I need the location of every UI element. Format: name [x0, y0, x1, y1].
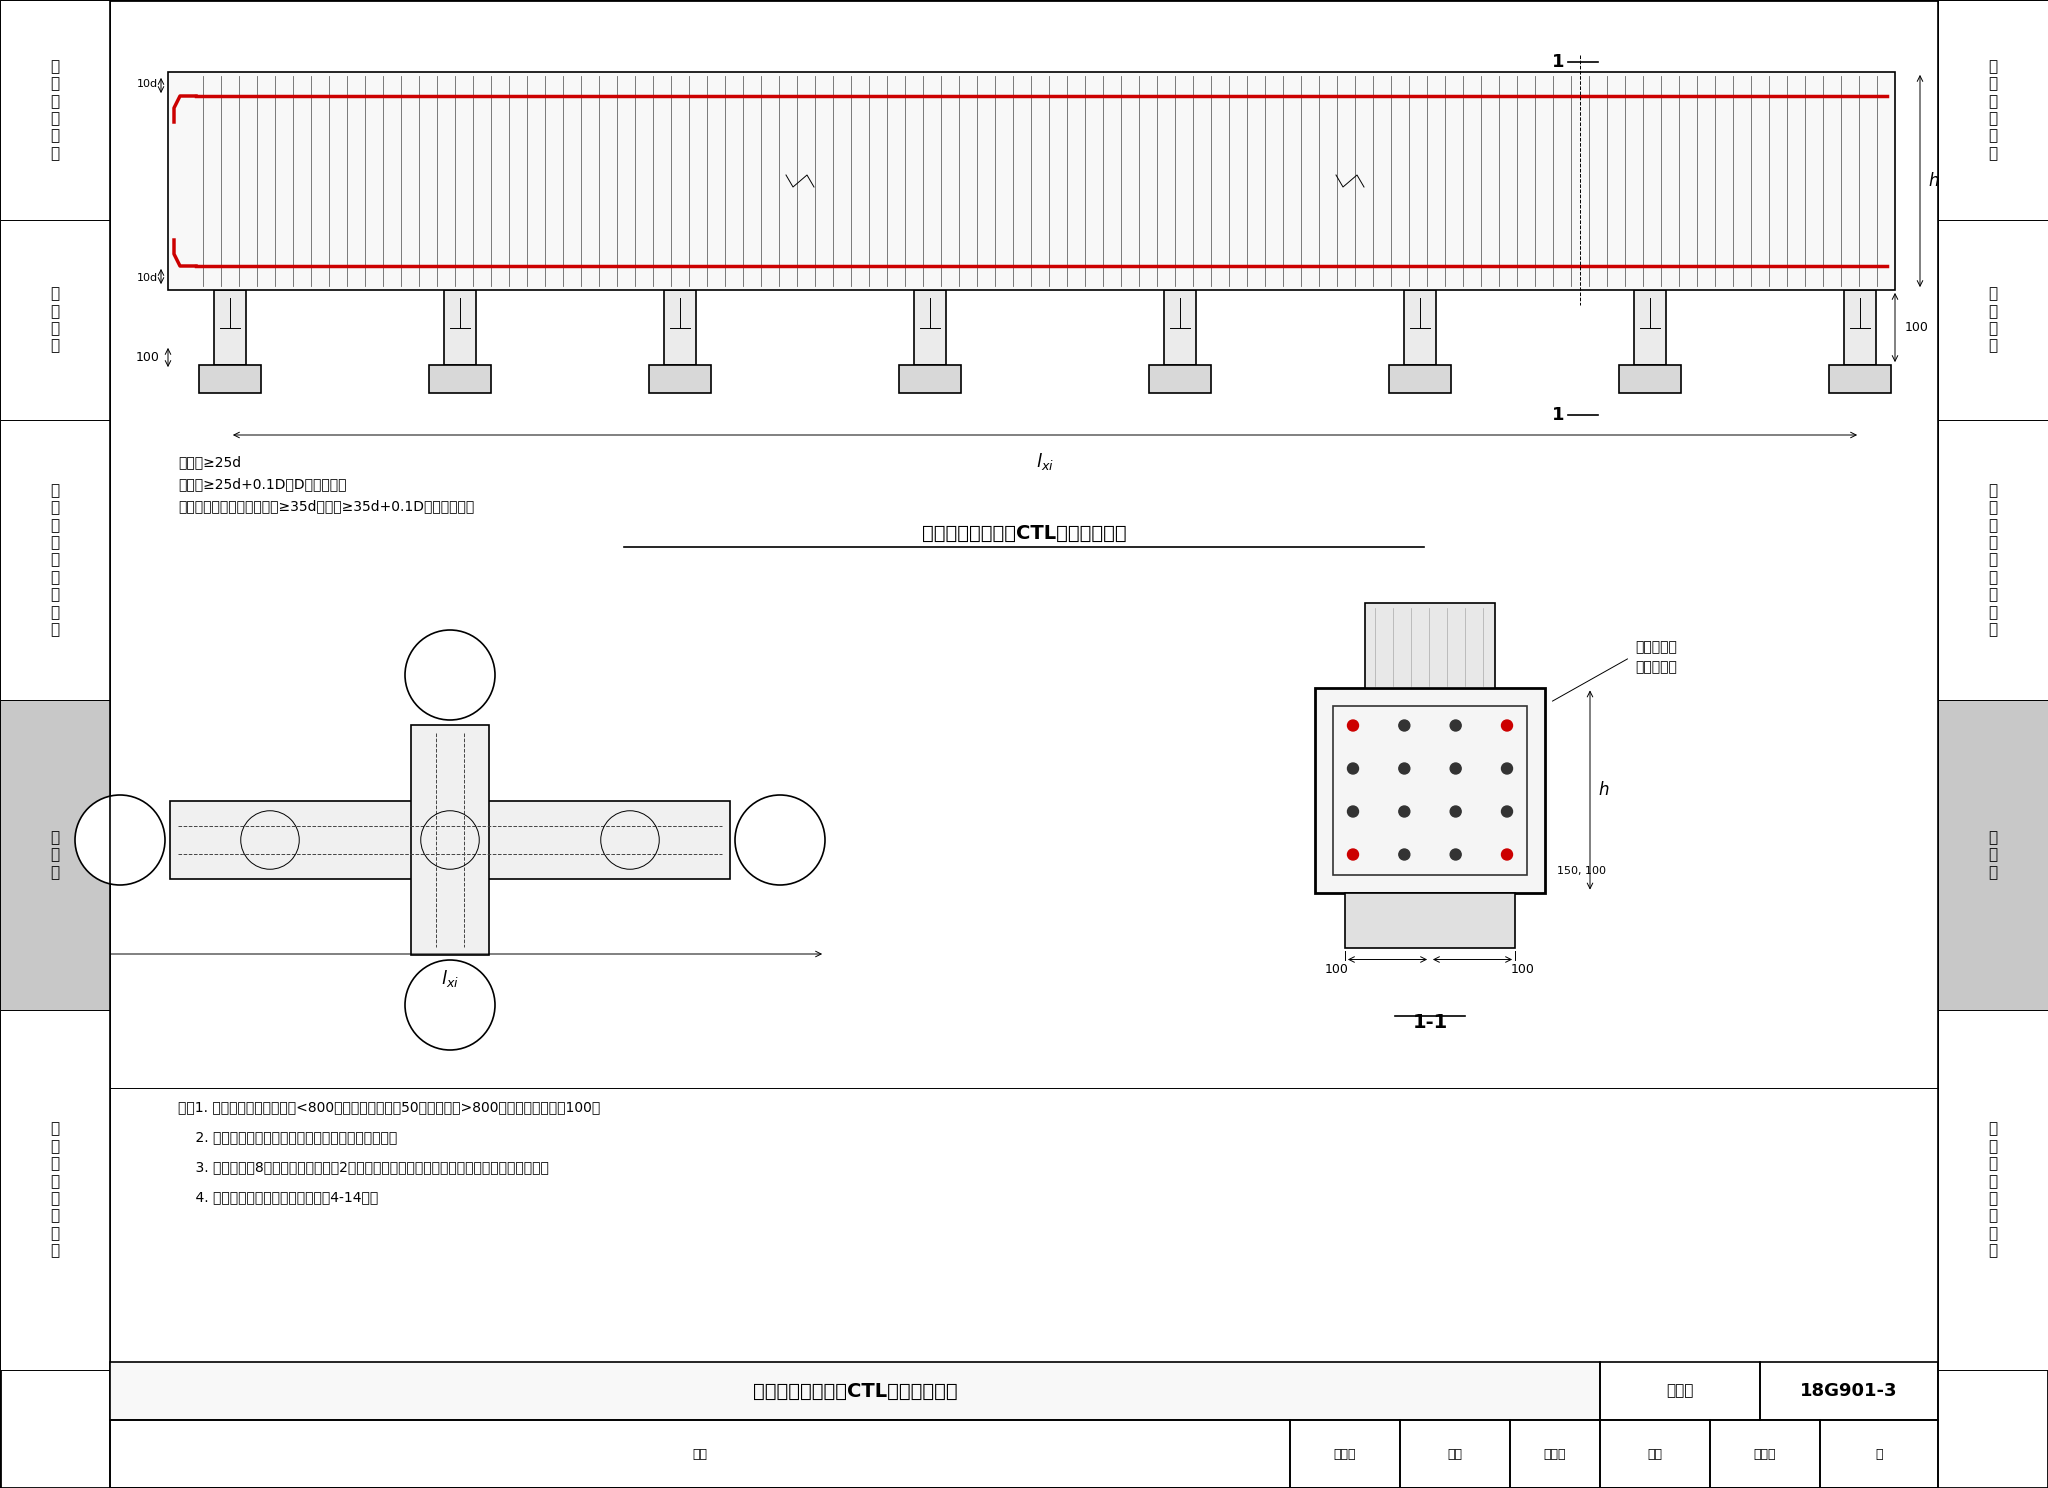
Polygon shape	[1634, 290, 1665, 365]
Circle shape	[735, 795, 825, 885]
Text: 桩
基
础: 桩 基 础	[1989, 830, 1997, 879]
Polygon shape	[412, 725, 489, 955]
Polygon shape	[649, 365, 711, 393]
Polygon shape	[899, 365, 961, 393]
Text: 审核: 审核	[692, 1448, 707, 1461]
Text: 3. 拉筋直径为8，间距为箍筋间距的2倍。当设有多排拉筋时，上下两排拉筋竖向错开设置。: 3. 拉筋直径为8，间距为箍筋间距的2倍。当设有多排拉筋时，上下两排拉筋竖向错开…	[178, 1161, 549, 1174]
Text: 10d: 10d	[137, 272, 158, 283]
Circle shape	[1501, 763, 1513, 774]
Text: 方桩：≥25d: 方桩：≥25d	[178, 455, 242, 469]
Polygon shape	[111, 1362, 1599, 1420]
Text: 校对: 校对	[1448, 1448, 1462, 1461]
Text: 100: 100	[1325, 963, 1350, 976]
Circle shape	[1501, 850, 1513, 860]
Polygon shape	[1149, 365, 1210, 393]
Circle shape	[406, 960, 496, 1051]
Polygon shape	[444, 290, 475, 365]
Text: 10d: 10d	[137, 79, 158, 89]
Text: 注：1. 当桩直径或桩截面边长<800时，桩顶嵌入承台50；当桩直径>800时，桩顶嵌入承台100。: 注：1. 当桩直径或桩截面边长<800时，桩顶嵌入承台50；当桩直径>800时，…	[178, 1100, 600, 1115]
Polygon shape	[1937, 0, 2048, 220]
Text: 与
基
础
有
关
的
构
造: 与 基 础 有 关 的 构 造	[51, 1122, 59, 1259]
Circle shape	[1450, 763, 1460, 774]
Text: 桩
基
础: 桩 基 础	[51, 830, 59, 879]
Circle shape	[1501, 806, 1513, 817]
Text: $l_{xi}$: $l_{xi}$	[1036, 451, 1055, 472]
Polygon shape	[913, 290, 946, 365]
Circle shape	[1348, 720, 1358, 731]
Text: 2. 承台梁截面尺寸及配筋详见具体工程的结构设计。: 2. 承台梁截面尺寸及配筋详见具体工程的结构设计。	[178, 1129, 397, 1144]
Circle shape	[1450, 806, 1460, 817]
Text: 1-1: 1-1	[1413, 1012, 1448, 1031]
Text: 条
形
基
础
与
筏
形
基
础: 条 形 基 础 与 筏 形 基 础	[51, 484, 59, 637]
Text: 墙下单排桩承台梁CTL钢筋排布构造: 墙下单排桩承台梁CTL钢筋排布构造	[754, 1381, 956, 1400]
Text: 100: 100	[1905, 321, 1929, 333]
Polygon shape	[1620, 365, 1681, 393]
Polygon shape	[1937, 420, 2048, 699]
Polygon shape	[1163, 290, 1196, 365]
Text: 由设计指定: 由设计指定	[1634, 661, 1677, 674]
Text: 18G901-3: 18G901-3	[1800, 1382, 1898, 1400]
Polygon shape	[213, 290, 246, 365]
Text: 刘小楠: 刘小楠	[1544, 1448, 1567, 1461]
Circle shape	[1399, 850, 1409, 860]
Text: 圆桩：≥25d+0.1D，D为圆桩直径: 圆桩：≥25d+0.1D，D为圆桩直径	[178, 478, 346, 491]
Text: $l_{xi}$: $l_{xi}$	[440, 969, 459, 990]
Text: 设计: 设计	[1647, 1448, 1663, 1461]
Polygon shape	[1389, 365, 1450, 393]
Text: 图集号: 图集号	[1667, 1384, 1694, 1399]
Circle shape	[1348, 850, 1358, 860]
Polygon shape	[1937, 699, 2048, 1010]
Polygon shape	[0, 420, 111, 699]
Text: 页: 页	[1876, 1448, 1882, 1461]
Circle shape	[406, 629, 496, 720]
Circle shape	[1399, 806, 1409, 817]
Polygon shape	[0, 1010, 111, 1370]
Circle shape	[1450, 720, 1460, 731]
Circle shape	[1348, 763, 1358, 774]
Text: 承台梁配筋: 承台梁配筋	[1634, 640, 1677, 655]
Text: 墙下单排桩承台梁CTL钢筋排布构造: 墙下单排桩承台梁CTL钢筋排布构造	[922, 524, 1126, 543]
Polygon shape	[170, 801, 729, 879]
Polygon shape	[428, 365, 492, 393]
Text: 100: 100	[1511, 963, 1534, 976]
Polygon shape	[1937, 1010, 2048, 1370]
Text: 一
般
构
造
要
求: 一 般 构 造 要 求	[1989, 60, 1997, 161]
Text: 1: 1	[1552, 54, 1565, 71]
Polygon shape	[168, 71, 1894, 290]
Text: 1: 1	[1552, 406, 1565, 424]
Text: 独
立
基
础: 独 立 基 础	[51, 286, 59, 354]
Circle shape	[1348, 806, 1358, 817]
Polygon shape	[1366, 603, 1495, 687]
Polygon shape	[1843, 290, 1876, 365]
Text: h: h	[1597, 781, 1608, 799]
Text: 条
形
基
础
与
筏
形
基
础: 条 形 基 础 与 筏 形 基 础	[1989, 484, 1997, 637]
Polygon shape	[0, 220, 111, 420]
Polygon shape	[0, 699, 111, 1010]
Text: h: h	[1927, 173, 1939, 190]
Polygon shape	[199, 365, 260, 393]
Text: 150, 100: 150, 100	[1556, 866, 1606, 875]
Polygon shape	[1405, 290, 1436, 365]
Circle shape	[1450, 850, 1460, 860]
Text: 黄志刚: 黄志刚	[1333, 1448, 1356, 1461]
Circle shape	[1399, 720, 1409, 731]
Polygon shape	[1829, 365, 1890, 393]
Circle shape	[1399, 763, 1409, 774]
Text: （当伸至端部直段长度方桩≥35d或圆桩≥35d+0.1D时可不弯折）: （当伸至端部直段长度方桩≥35d或圆桩≥35d+0.1D时可不弯折）	[178, 498, 475, 513]
Text: 独
立
基
础: 独 立 基 础	[1989, 286, 1997, 354]
Text: 4. 桩与承台梁的连接详见本图集第4-14页。: 4. 桩与承台梁的连接详见本图集第4-14页。	[178, 1190, 379, 1204]
Circle shape	[76, 795, 166, 885]
Polygon shape	[664, 290, 696, 365]
Polygon shape	[0, 0, 111, 220]
Text: 王怀元: 王怀元	[1753, 1448, 1776, 1461]
Text: 一
般
构
造
要
求: 一 般 构 造 要 求	[51, 60, 59, 161]
Polygon shape	[1315, 687, 1544, 893]
Circle shape	[1501, 720, 1513, 731]
Text: 与
基
础
有
关
的
构
造: 与 基 础 有 关 的 构 造	[1989, 1122, 1997, 1259]
Polygon shape	[1346, 893, 1516, 948]
Text: 100: 100	[135, 351, 160, 363]
Polygon shape	[1937, 220, 2048, 420]
